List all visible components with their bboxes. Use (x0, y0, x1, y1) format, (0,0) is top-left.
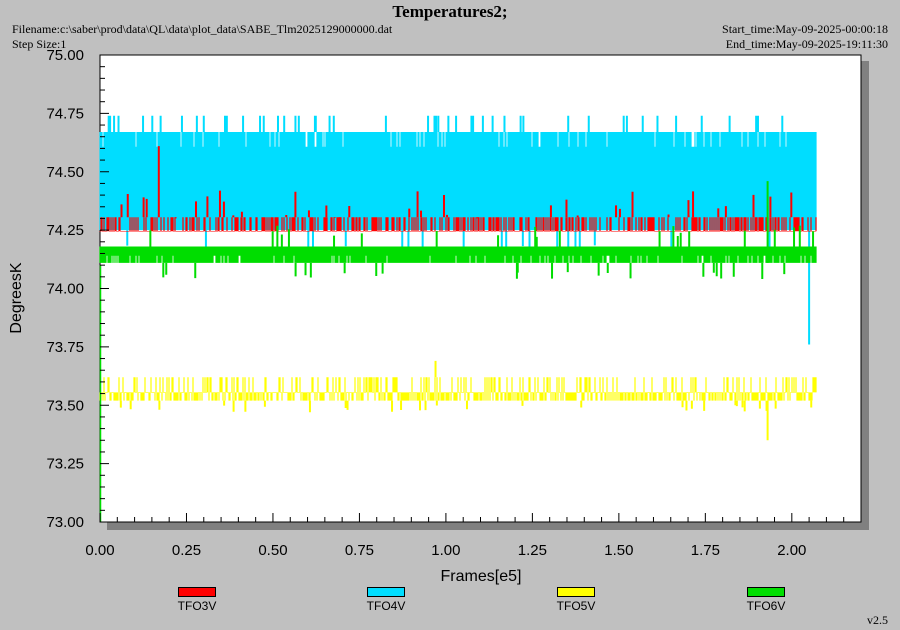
x-tick-label: 1.75 (691, 542, 720, 559)
legend-label: TFO5V (556, 599, 596, 613)
series-tfo4v (99, 115, 817, 345)
series-tfo3v (99, 146, 817, 232)
legend-swatch (178, 587, 216, 597)
end-time-label: End_time:May-09-2025-19:11:30 (725, 37, 888, 51)
y-tick-label: 74.50 (46, 164, 84, 181)
legend-label: TFO3V (177, 599, 217, 613)
x-tick-label: 0.00 (85, 542, 114, 559)
version-label: v2.5 (867, 613, 888, 627)
series-spikes-tfo3v (120, 146, 793, 219)
legend-item-tfo6v: TFO6V (721, 587, 811, 613)
step-size-label: Step Size:1 (12, 37, 67, 51)
chart-title: Temperatures2; (392, 2, 508, 21)
y-tick-label: 73.50 (46, 397, 84, 414)
series-tfo6v (99, 181, 817, 279)
series-spikes-tfo5v (119, 360, 813, 441)
x-axis-label: Frames[e5] (441, 568, 522, 585)
x-tick-label: 2.00 (777, 542, 806, 559)
legend-label: TFO6V (746, 599, 786, 613)
legend-swatch (557, 587, 595, 597)
x-tick-label: 0.75 (345, 542, 374, 559)
y-tick-label: 75.00 (46, 47, 84, 64)
x-tick-label: 0.50 (258, 542, 287, 559)
legend-item-tfo3v: TFO3V (152, 587, 242, 613)
series-spikes-tfo4v (107, 115, 811, 345)
legend-swatch (747, 587, 785, 597)
x-tick-label: 1.50 (604, 542, 633, 559)
x-tick-label: 1.00 (431, 542, 460, 559)
legend-item-tfo5v: TFO5V (531, 587, 621, 613)
series-spikes-tfo6v (149, 181, 815, 279)
x-tick-label: 0.25 (172, 542, 201, 559)
plot-area (99, 54, 862, 523)
y-tick-label: 73.00 (46, 514, 84, 531)
start-time-label: Start_time:May-09-2025-00:00:18 (722, 22, 888, 36)
legend-swatch (367, 587, 405, 597)
legend-item-tfo4v: TFO4V (341, 587, 431, 613)
axes-layer: 0.00 0.25 0.50 0.75 1.00 1.25 1.50 1.75 2.00 73.0… (46, 47, 862, 559)
y-tick-label: 74.75 (46, 105, 84, 122)
y-tick-label: 73.25 (46, 456, 84, 473)
series-trace-tfo3v (99, 217, 817, 232)
series-trace-tfo4v (99, 132, 817, 231)
y-tick-label: 74.25 (46, 222, 84, 239)
series-layer (99, 115, 817, 522)
y-tick-label: 74.00 (46, 281, 84, 298)
y-axis-label: DegreesK (8, 262, 25, 333)
filename-label: Filename:c:\saber\prod\data\QL\data\plot… (12, 22, 393, 36)
y-tick-label: 73.75 (46, 339, 84, 356)
x-tick-label: 1.25 (518, 542, 547, 559)
series-trace-tfo6v (99, 246, 817, 263)
legend-label: TFO4V (366, 599, 406, 613)
